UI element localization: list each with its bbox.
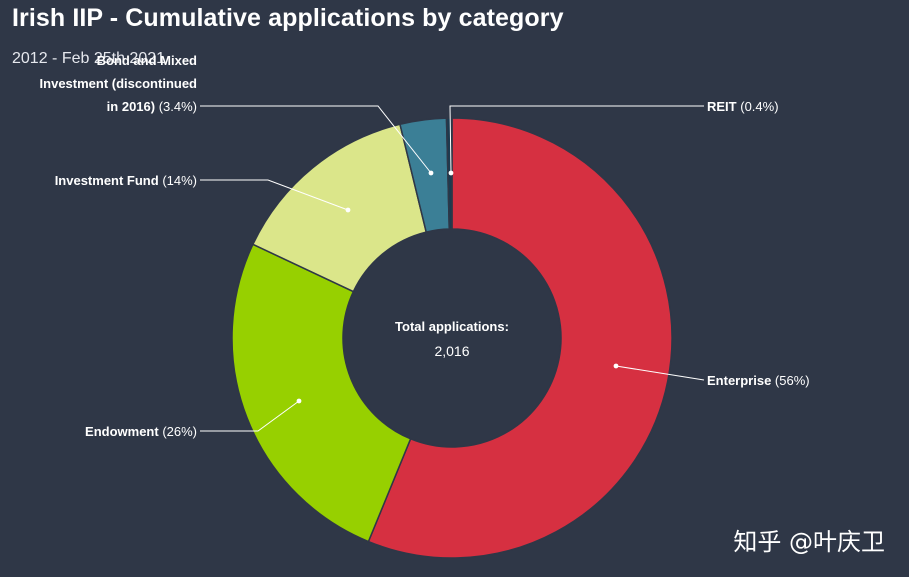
slice-labels: Enterprise (56%) Endowment (26%) Investmen…: [40, 53, 810, 439]
watermark: 知乎 @叶庆卫: [733, 528, 885, 556]
leader-dot-reit: [448, 170, 454, 176]
slice-label-reit: REIT (0.4%): [707, 99, 779, 114]
leader-dot-investment-fund: [345, 207, 351, 213]
slice-label-enterprise: Enterprise (56%): [707, 373, 810, 388]
donut-slices: [231, 117, 673, 559]
leader-line-investment-fund: [200, 179, 349, 211]
leader-line-reit: [449, 105, 704, 174]
slice-label-bond-and-mixed-investment-discontinued-in-2016: Investment (discontinued: [40, 76, 198, 91]
slice-endowment: [231, 243, 412, 543]
leader-line-enterprise: [615, 365, 705, 381]
center-title: Total applications:: [395, 319, 509, 334]
leader-dot-endowment: [296, 398, 302, 404]
slice-label-endowment: Endowment (26%): [85, 424, 197, 439]
leader-line-bond-and-mixed-investment-discontinued-in-2016: [200, 105, 432, 174]
leader-dot-enterprise: [613, 363, 619, 369]
leader-line-endowment: [200, 400, 300, 432]
leader-lines: [200, 105, 705, 432]
slice-label-investment-fund: Investment Fund (14%): [55, 173, 197, 188]
chart-subtitle: 2012 - Feb 25th 2021: [12, 50, 166, 67]
slice-enterprise: [367, 117, 673, 559]
slice-label-bond-and-mixed-investment-discontinued-in-2016: Bond and Mixed: [97, 53, 197, 68]
chart-title: Irish IIP - Cumulative applications by c…: [12, 4, 564, 32]
center-value: 2,016: [434, 343, 469, 359]
leader-dot-bond-and-mixed-investment-discontinued-in-2016: [428, 170, 434, 176]
slice-label-bond-and-mixed-investment-discontinued-in-2016: in 2016) (3.4%): [107, 99, 197, 114]
